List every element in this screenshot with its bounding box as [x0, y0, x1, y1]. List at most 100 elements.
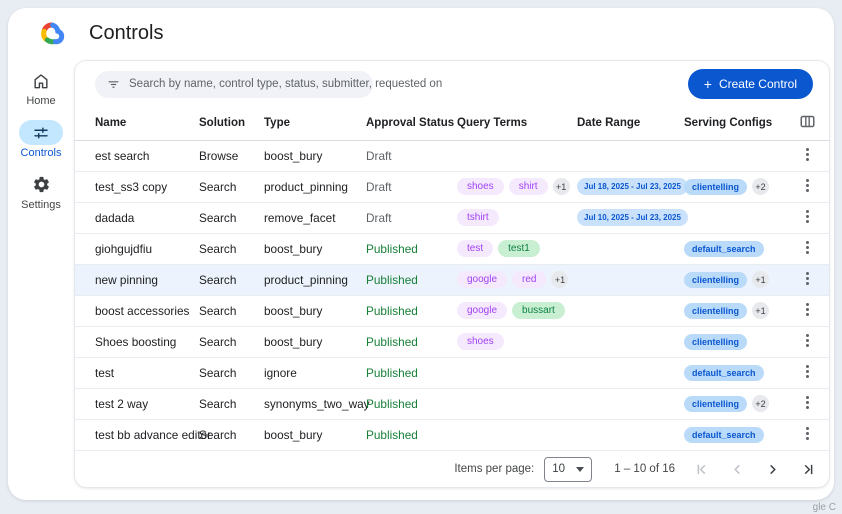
cell-serving-configs: clientelling+1	[684, 295, 785, 326]
query-term-pill: google	[457, 302, 507, 319]
cell-type: product_pinning	[264, 264, 366, 295]
row-menu-button[interactable]	[800, 174, 815, 197]
row-menu-button[interactable]	[800, 143, 815, 166]
cell-approval-status: Published	[366, 264, 457, 295]
table-row[interactable]: dadadaSearchremove_facetDraft tshirt Jul 1…	[75, 202, 829, 233]
search-input[interactable]: Search by name, control type, status, su…	[95, 71, 373, 98]
sidebar-item-label: Settings	[21, 199, 61, 211]
cell-serving-configs: default_search	[684, 357, 785, 388]
date-range-pill: Jul 10, 2025 - Jul 23, 2025	[577, 209, 688, 226]
serving-config-pill: default_search	[684, 365, 764, 381]
cell-query-terms	[457, 419, 577, 450]
query-term-pill: shoes	[457, 333, 504, 350]
items-per-page-select[interactable]: 10	[544, 457, 592, 482]
cell-serving-configs	[684, 140, 785, 171]
cell-approval-status: Published	[366, 419, 457, 450]
serving-config-pill: clientelling	[684, 179, 747, 195]
row-menu-button[interactable]	[800, 391, 815, 414]
row-menu-button[interactable]	[800, 298, 815, 321]
cell-name: giohgujdfiu	[75, 233, 199, 264]
status-text: Draft	[366, 211, 392, 225]
cell-query-terms	[457, 357, 577, 388]
table-row[interactable]: new pinningSearchproduct_pinningPublishe…	[75, 264, 829, 295]
serving-config-pill: default_search	[684, 241, 764, 257]
home-icon	[19, 68, 63, 93]
table-row[interactable]: test bb advance editorSearchboost_buryPu…	[75, 419, 829, 450]
chevron-right-icon	[767, 464, 778, 475]
last-page-button[interactable]	[802, 464, 813, 475]
cell-query-terms	[457, 140, 577, 171]
column-settings-button[interactable]	[785, 107, 829, 140]
sidebar-item-controls[interactable]: Controls	[19, 120, 63, 159]
status-text: Published	[366, 366, 418, 380]
filter-list-icon	[107, 78, 120, 91]
next-page-button[interactable]	[767, 464, 778, 475]
cell-approval-status: Published	[366, 233, 457, 264]
cell-query-terms	[457, 388, 577, 419]
query-term-pill: shirt	[509, 178, 548, 195]
column-header: Approval Status	[366, 107, 457, 140]
app-header: Controls	[8, 8, 834, 58]
cell-date-range	[577, 264, 684, 295]
table-row[interactable]: est searchBrowseboost_buryDraft	[75, 140, 829, 171]
cell-serving-configs: clientelling+1	[684, 264, 785, 295]
query-term-pill: tshirt	[457, 209, 499, 226]
cell-name: test 2 way	[75, 388, 199, 419]
column-header: Date Range	[577, 107, 684, 140]
column-header: Solution	[199, 107, 264, 140]
cell-approval-status: Published	[366, 295, 457, 326]
status-text: Published	[366, 397, 418, 411]
sidebar-item-home[interactable]: Home	[19, 68, 63, 107]
table-row[interactable]: boost accessoriesSearchboost_buryPublish…	[75, 295, 829, 326]
cell-solution: Search	[199, 233, 264, 264]
row-menu-button[interactable]	[800, 205, 815, 228]
row-menu-button[interactable]	[800, 422, 815, 445]
query-term-pill: red	[512, 271, 546, 288]
cell-query-terms: googlered+1	[457, 264, 577, 295]
overflow-count-chip: +1	[551, 271, 568, 288]
table-row[interactable]: test_ss3 copySearchproduct_pinningDrafts…	[75, 171, 829, 202]
cell-type: remove_facet	[264, 202, 366, 233]
create-control-button[interactable]: + Create Control	[688, 69, 813, 99]
cell-solution: Search	[199, 357, 264, 388]
cell-date-range	[577, 140, 684, 171]
cell-type: synonyms_two_way	[264, 388, 366, 419]
sidebar-item-label: Controls	[21, 147, 62, 159]
row-menu-button[interactable]	[800, 236, 815, 259]
table-row[interactable]: giohgujdfiuSearchboost_buryPublishedtest…	[75, 233, 829, 264]
serving-config-pill: clientelling	[684, 396, 747, 412]
previous-page-button[interactable]	[732, 464, 743, 475]
tune-icon	[19, 120, 63, 145]
cell-solution: Search	[199, 295, 264, 326]
cell-name: test	[75, 357, 199, 388]
table-row[interactable]: testSearchignorePublisheddefault_search	[75, 357, 829, 388]
table-row[interactable]: test 2 waySearchsynonyms_two_wayPublishe…	[75, 388, 829, 419]
status-text: Published	[366, 428, 418, 442]
cell-serving-configs: default_search	[684, 419, 785, 450]
query-term-pill: test1	[498, 240, 540, 257]
google-cloud-logo-icon	[38, 20, 65, 47]
cell-name: dadada	[75, 202, 199, 233]
cell-approval-status: Draft	[366, 171, 457, 202]
cell-serving-configs	[684, 202, 785, 233]
cell-serving-configs: clientelling	[684, 326, 785, 357]
cell-approval-status: Draft	[366, 140, 457, 171]
first-page-button[interactable]	[697, 464, 708, 475]
cell-name: new pinning	[75, 264, 199, 295]
sidebar-item-settings[interactable]: Settings	[19, 172, 63, 211]
row-menu-button[interactable]	[800, 329, 815, 352]
controls-card: Search by name, control type, status, su…	[74, 60, 830, 488]
cell-actions	[785, 171, 829, 202]
status-text: Draft	[366, 149, 392, 163]
row-menu-button[interactable]	[800, 360, 815, 383]
cell-solution: Search	[199, 419, 264, 450]
cell-approval-status: Published	[366, 388, 457, 419]
status-text: Published	[366, 335, 418, 349]
table-row[interactable]: Shoes boostingSearchboost_buryPublisheds…	[75, 326, 829, 357]
row-menu-button[interactable]	[800, 267, 815, 290]
cell-solution: Search	[199, 202, 264, 233]
cell-date-range: Jul 10, 2025 - Jul 23, 2025	[577, 202, 684, 233]
settings-gear-icon	[19, 172, 63, 197]
cell-name: Shoes boosting	[75, 326, 199, 357]
chevron-left-icon	[732, 464, 743, 475]
